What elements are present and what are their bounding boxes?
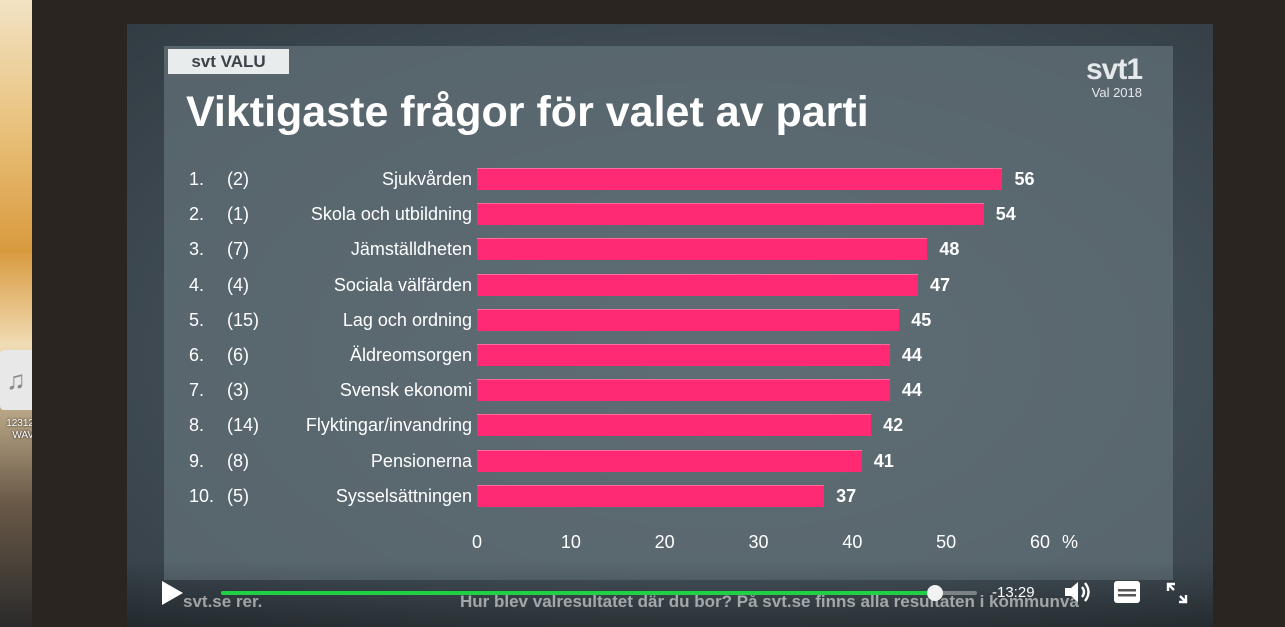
data-label: 42 bbox=[883, 415, 904, 436]
rank-label: 3. bbox=[189, 239, 205, 260]
progress-bar[interactable] bbox=[221, 585, 977, 601]
chart-row: 4. (4) Sociala välfärden 47 bbox=[0, 273, 1200, 296]
rank-label: 10. bbox=[189, 485, 215, 506]
previous-rank-label: (1) bbox=[227, 204, 249, 225]
previous-rank-label: (15) bbox=[227, 309, 260, 330]
volume-icon[interactable] bbox=[1063, 579, 1093, 610]
bar bbox=[477, 449, 862, 472]
file-label-line2: WAV bbox=[12, 430, 34, 441]
progress-handle[interactable] bbox=[927, 585, 944, 601]
previous-rank-label: (4) bbox=[227, 274, 249, 295]
previous-rank-label: (3) bbox=[227, 380, 249, 401]
desktop-background bbox=[0, 0, 32, 627]
fullscreen-icon[interactable] bbox=[1166, 582, 1188, 609]
desktop-file-label[interactable]: 12312 WAV bbox=[0, 418, 34, 442]
x-axis-unit: % bbox=[1062, 532, 1079, 552]
svt1-logo: svt1 Val 2018 bbox=[1072, 53, 1143, 101]
subtitles-icon[interactable] bbox=[1113, 580, 1141, 609]
rank-label: 8. bbox=[189, 415, 205, 436]
progress-fill bbox=[221, 591, 936, 595]
x-tick-label: 20 bbox=[654, 532, 675, 552]
chart-title: Viktigaste frågor för valet av parti bbox=[186, 88, 869, 136]
previous-rank-label: (7) bbox=[227, 239, 249, 260]
bar bbox=[477, 203, 984, 226]
chart-row: 1. (2) Sjukvården 56 bbox=[0, 168, 1200, 190]
logo-sub: Val 2018 bbox=[1091, 85, 1142, 100]
data-label: 44 bbox=[901, 380, 922, 401]
chart-row: 3. (7) Jämställdheten 48 bbox=[0, 238, 1200, 261]
category-label: Svensk ekonomi bbox=[339, 380, 472, 401]
category-label: Lag och ordning bbox=[342, 309, 472, 330]
category-label: Flyktingar/invandring bbox=[305, 415, 472, 436]
category-label: Sjukvården bbox=[381, 169, 472, 189]
previous-rank-label: (14) bbox=[227, 415, 260, 436]
rank-label: 7. bbox=[189, 380, 205, 401]
previous-rank-label: (2) bbox=[227, 169, 249, 189]
bar bbox=[477, 379, 890, 402]
previous-rank-label: (5) bbox=[227, 485, 249, 506]
chart-row: 9. (8) Pensionerna 41 bbox=[0, 449, 1200, 472]
category-label: Äldreomsorgen bbox=[349, 345, 472, 365]
data-label: 45 bbox=[911, 309, 932, 330]
category-label: Sociala välfärden bbox=[333, 274, 472, 295]
rank-label: 1. bbox=[189, 169, 205, 189]
data-label: 47 bbox=[930, 274, 951, 295]
data-label: 56 bbox=[1014, 169, 1035, 189]
data-label: 41 bbox=[873, 450, 894, 471]
chart-row: 2. (1) Skola och utbildning 54 bbox=[0, 203, 1200, 226]
data-label: 37 bbox=[836, 485, 857, 506]
chart-row: 7. (3) Svensk ekonomi 44 bbox=[0, 379, 1200, 402]
bar bbox=[477, 344, 890, 366]
x-tick-label: 30 bbox=[748, 532, 769, 552]
ticker-site: svt.se rer. bbox=[183, 592, 263, 611]
logo-mark: svt1 bbox=[1085, 53, 1143, 86]
brand-chip: svt VALU bbox=[168, 49, 289, 74]
chart-row: 5. (15) Lag och ordning 45 bbox=[0, 308, 1200, 331]
bar bbox=[477, 273, 919, 296]
play-button[interactable] bbox=[158, 578, 186, 608]
bar bbox=[477, 484, 825, 507]
previous-rank-label: (6) bbox=[227, 345, 249, 365]
bar bbox=[477, 238, 928, 261]
rank-label: 9. bbox=[189, 450, 205, 471]
rank-label: 2. bbox=[189, 204, 205, 225]
rank-label: 4. bbox=[189, 274, 205, 295]
category-label: Jämställdheten bbox=[350, 239, 472, 260]
x-tick-label: 0 bbox=[471, 532, 483, 552]
category-label: Pensionerna bbox=[370, 450, 472, 471]
x-tick-label: 40 bbox=[842, 532, 863, 552]
chart-row: 6. (6) Äldreomsorgen 44 bbox=[0, 344, 1200, 366]
data-label: 44 bbox=[901, 345, 922, 365]
file-label-line1: 12312 bbox=[6, 418, 34, 429]
rank-label: 6. bbox=[189, 345, 205, 365]
chart-row: 8. (14) Flyktingar/invandring 42 bbox=[0, 414, 1200, 437]
x-tick-label: 50 bbox=[936, 532, 957, 552]
x-tick-label: 60 bbox=[1029, 532, 1051, 552]
news-ticker: svt.se rer. Hur blev valresultatet där d… bbox=[127, 588, 1213, 618]
data-label: 54 bbox=[995, 204, 1016, 225]
previous-rank-label: (8) bbox=[227, 450, 249, 471]
bar bbox=[477, 414, 872, 437]
music-note-icon[interactable]: ♫ bbox=[0, 350, 32, 410]
category-label: Sysselsättningen bbox=[335, 485, 472, 506]
time-remaining: -13:29 bbox=[992, 584, 1035, 601]
data-label: 48 bbox=[939, 239, 960, 260]
bar bbox=[477, 168, 1003, 190]
play-icon bbox=[162, 581, 183, 605]
category-label: Skola och utbildning bbox=[310, 204, 472, 225]
rank-label: 5. bbox=[189, 309, 205, 330]
bar bbox=[477, 308, 900, 331]
chart-row: 10. (5) Sysselsättningen 37 bbox=[0, 484, 1200, 507]
ticker-headline: Hur blev valresultatet där du bor? På sv… bbox=[460, 592, 1079, 611]
x-tick-label: 10 bbox=[560, 532, 581, 552]
